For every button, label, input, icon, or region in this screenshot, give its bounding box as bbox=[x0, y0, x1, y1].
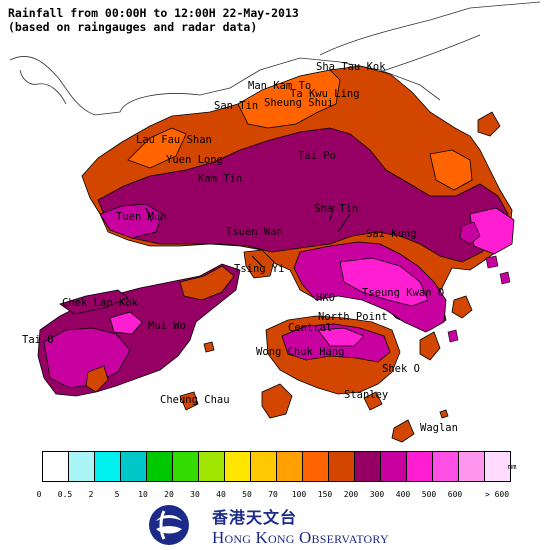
lantau bbox=[37, 263, 241, 397]
rainfall-map[interactable]: Sha Tau Kok Man Kam To Ta Kwu Ling San T… bbox=[0, 0, 545, 448]
label-cheung-chau: Cheung Chau bbox=[160, 394, 230, 406]
title-line-2: (based on raingauges and radar data) bbox=[8, 20, 258, 34]
legend-swatch bbox=[302, 451, 329, 482]
area-200-300-tuenmun bbox=[99, 203, 163, 239]
legend-swatch bbox=[328, 451, 355, 482]
legend-swatch bbox=[172, 451, 199, 482]
label-central: Central bbox=[288, 322, 332, 334]
hko-emblem-icon bbox=[149, 505, 189, 545]
label-sheung-shui: Sheung Shui bbox=[264, 97, 334, 109]
legend-swatch bbox=[484, 451, 511, 482]
label-sai-kung: Sai Kung bbox=[366, 228, 417, 240]
logo-english-text: Hong Kong Observatory bbox=[212, 528, 389, 547]
hk-island bbox=[265, 315, 401, 395]
legend-swatch bbox=[224, 451, 251, 482]
station-markers bbox=[145, 205, 351, 267]
legend-swatch bbox=[198, 451, 225, 482]
label-tsing-yi: Tsing Yi bbox=[234, 263, 285, 275]
legend-tick-label: 5 bbox=[114, 490, 120, 499]
legend-tick-label: 30 bbox=[190, 490, 200, 499]
legend-swatch bbox=[458, 451, 485, 482]
legend-tick-label: 150 bbox=[317, 490, 333, 499]
title-line-1: Rainfall from 00:00H to 12:00H 22-May-20… bbox=[8, 6, 299, 20]
legend-tick-label: 400 bbox=[395, 490, 411, 499]
legend-tick-label: 0 bbox=[36, 490, 42, 499]
legend-swatch bbox=[94, 451, 121, 482]
place-labels: Sha Tau Kok Man Kam To Ta Kwu Ling San T… bbox=[22, 61, 458, 434]
label-shek-o: Shek O bbox=[382, 363, 420, 375]
area-70-100-laufaushan bbox=[127, 127, 187, 169]
label-san-tin: San Tin bbox=[214, 100, 258, 112]
label-tai-o: Tai O bbox=[22, 334, 54, 346]
legend-swatch bbox=[120, 451, 147, 482]
legend-tick-label: 0.5 bbox=[57, 490, 73, 499]
outlying-islands bbox=[179, 111, 501, 443]
legend-swatch bbox=[380, 451, 407, 482]
legend-tick-label: 100 bbox=[291, 490, 307, 499]
logo-chinese-name: 香港天文台 bbox=[212, 508, 298, 527]
label-tai-po: Tai Po bbox=[298, 150, 336, 162]
legend-swatch bbox=[42, 451, 69, 482]
label-ta-kwu-ling: Ta Kwu Ling bbox=[290, 88, 360, 100]
legend-swatch bbox=[250, 451, 277, 482]
area-300-400-east bbox=[469, 207, 515, 255]
legend-swatch bbox=[406, 451, 433, 482]
tsing-yi-island bbox=[243, 249, 275, 279]
label-tsuen-wan: Tsuen Wan bbox=[226, 226, 283, 238]
label-kam-tin: Kam Tin bbox=[198, 173, 242, 185]
label-north-point: North Point bbox=[318, 311, 388, 323]
legend-swatch bbox=[146, 451, 173, 482]
legend-swatch bbox=[432, 451, 459, 482]
legend-tick-label: 20 bbox=[164, 490, 174, 499]
logo-english-name: Hong Kong Observatory bbox=[212, 528, 389, 548]
legend-tick-label: 70 bbox=[268, 490, 278, 499]
legend-tick-label: 500 bbox=[421, 490, 437, 499]
area-300-400-tko bbox=[339, 257, 429, 307]
label-man-kam-to: Man Kam To bbox=[248, 80, 311, 92]
label-tseung-kwan-o: Tseung Kwan O bbox=[362, 287, 444, 299]
legend-unit: mm bbox=[508, 463, 517, 471]
legend-swatch bbox=[276, 451, 303, 482]
label-stanley: Stanley bbox=[344, 389, 388, 401]
legend-tick-label: 2 bbox=[88, 490, 94, 499]
label-yuen-long: Yuen Long bbox=[166, 154, 223, 166]
label-waglan: Waglan bbox=[420, 422, 458, 434]
label-hko: HKO bbox=[316, 292, 335, 304]
area-70-100-east bbox=[429, 149, 473, 191]
legend-tick-label: 40 bbox=[216, 490, 226, 499]
small-islets bbox=[447, 221, 511, 343]
chek-lap-kok-island bbox=[59, 289, 129, 315]
legend-tick-label: 300 bbox=[369, 490, 385, 499]
rainfall-land bbox=[81, 65, 515, 333]
legend-tick-label: 10 bbox=[138, 490, 148, 499]
map-title: Rainfall from 00:00H to 12:00H 22-May-20… bbox=[8, 6, 299, 34]
label-wong-chuk-hang: Wong Chuk Hang bbox=[256, 346, 345, 358]
legend-tick-label: 50 bbox=[242, 490, 252, 499]
mainland-outline bbox=[9, 1, 541, 116]
label-sha-tin: Sha Tin bbox=[314, 203, 358, 215]
legend-tick-label: 200 bbox=[343, 490, 359, 499]
legend-tick-label: > 600 bbox=[484, 490, 510, 499]
area-70-100-north bbox=[237, 69, 341, 129]
label-tuen-mun: Tuen Mun bbox=[116, 211, 167, 223]
legend-swatch bbox=[68, 451, 95, 482]
label-mui-wo: Mui Wo bbox=[148, 320, 186, 332]
label-chek-lap-kok: Chek Lap Kok bbox=[62, 297, 139, 309]
label-lau-fau-shan: Lau Fau Shan bbox=[136, 134, 212, 146]
legend-swatch bbox=[354, 451, 381, 482]
label-sha-tau-kok: Sha Tau Kok bbox=[316, 61, 386, 73]
legend-tick-label: 600 bbox=[447, 490, 463, 499]
